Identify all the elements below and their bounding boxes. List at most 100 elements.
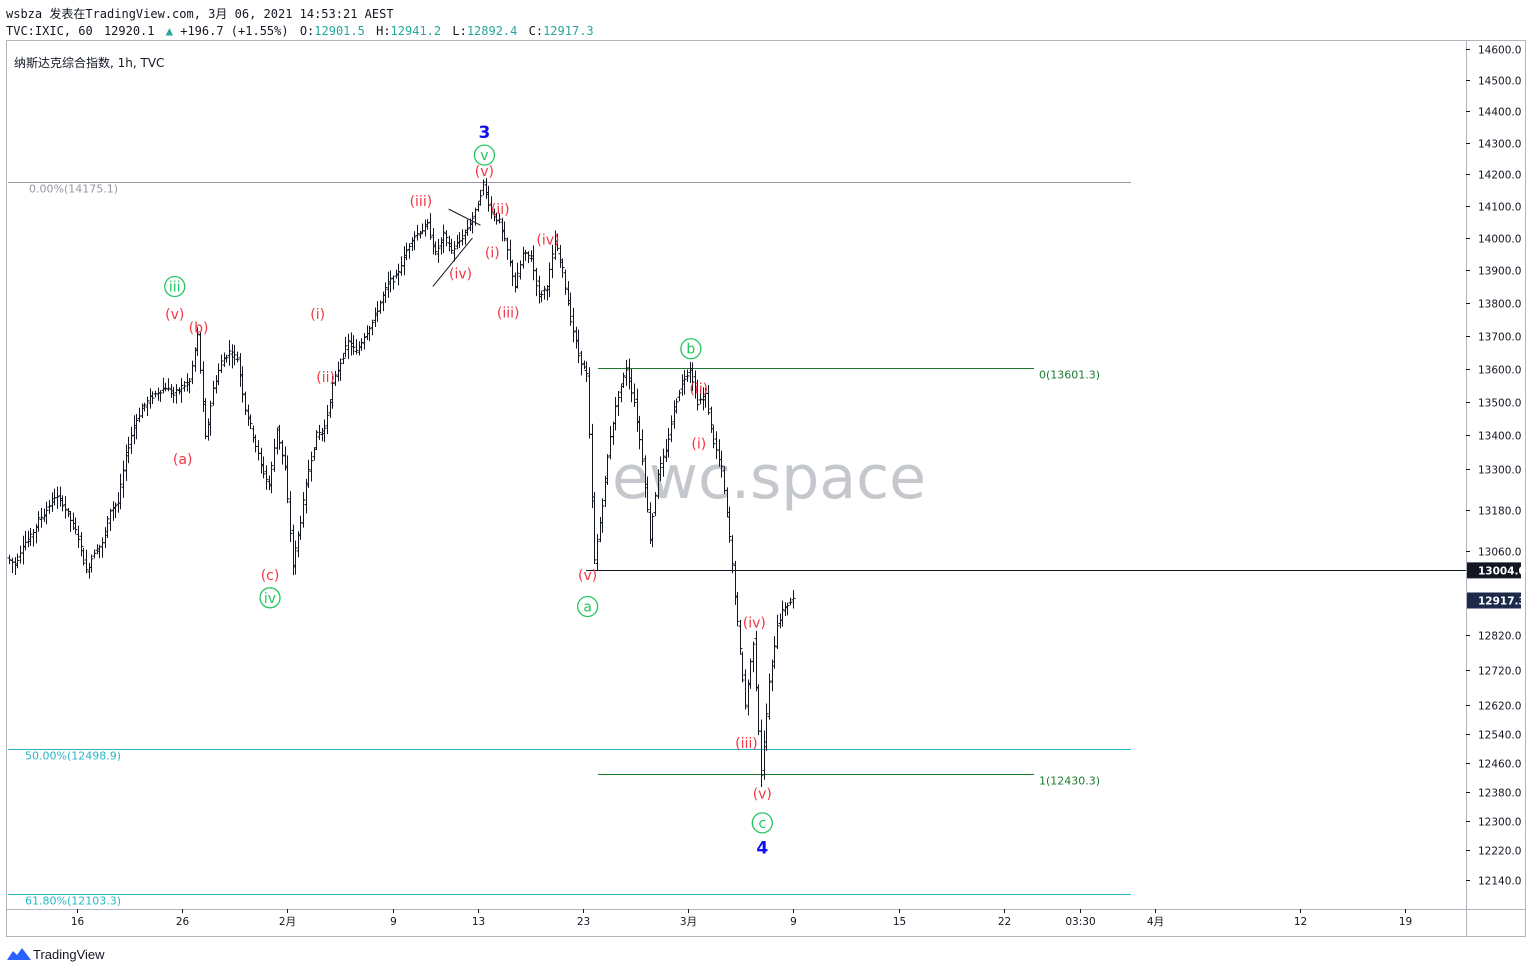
- ohlc-bar: [595, 534, 600, 571]
- ohlc-bar: [230, 344, 235, 369]
- price-tick-label: 13600.0: [1478, 365, 1521, 377]
- ohlc-bar: [463, 229, 468, 245]
- ohlc-bar: [291, 524, 296, 576]
- wave-label-12: (a): [173, 452, 193, 468]
- ohlc-bar: [674, 398, 679, 414]
- price-tick-label: 13500.0: [1478, 398, 1521, 410]
- ohlc-bar: [314, 430, 319, 450]
- header-high-value: 12941.2: [391, 24, 442, 38]
- ohlc-bar: [103, 527, 108, 549]
- price-tick-label: 14500.0: [1478, 76, 1521, 88]
- ohlc-bar: [574, 326, 579, 349]
- ohlc-bar: [391, 275, 396, 290]
- ohlc-bar: [756, 684, 761, 736]
- ohlc-bar: [219, 354, 224, 374]
- fib-label-3: 0(13601.3): [1039, 369, 1100, 382]
- tradingview-logo[interactable]: TradingView: [7, 947, 105, 962]
- ohlc-bar: [309, 451, 314, 482]
- ohlc-bar: [719, 450, 724, 478]
- ohlc-bar: [7, 554, 12, 565]
- ohlc-bar: [370, 319, 375, 336]
- ohlc-bar: [740, 651, 745, 683]
- ohlc-bar: [246, 404, 251, 426]
- wave-label-1: v: [480, 148, 488, 164]
- wave-circle-1: [473, 144, 496, 166]
- ohlc-bar: [193, 347, 198, 372]
- ohlc-bar: [682, 369, 687, 395]
- ohlc-bar: [388, 270, 393, 293]
- ohlc-bar: [351, 335, 356, 355]
- price-axis[interactable]: 12140.0 12220.0 12300.0 12380.0 12460.0 12540…: [1466, 45, 1526, 888]
- ohlc-bar: [545, 285, 550, 301]
- ohlc-bar: [357, 341, 362, 356]
- ohlc-bar: [166, 378, 171, 392]
- ohlc-bar: [759, 719, 764, 788]
- header-publish-line: wsbza 发表在TradingView.com, 3月 06, 2021 14…: [6, 6, 394, 21]
- ohlc-bar: [243, 391, 248, 416]
- wave-label-25: c: [758, 816, 766, 832]
- price-badge-1: [1467, 592, 1521, 609]
- ohlc-bar: [783, 602, 788, 616]
- ohlc-bar: [677, 389, 682, 402]
- ohlc-bar: [354, 339, 359, 355]
- ohlc-bar: [161, 377, 166, 394]
- header-up-arrow: ▲: [166, 24, 174, 38]
- ohlc-bar: [259, 447, 264, 474]
- time-tick-label: 9: [390, 916, 397, 928]
- ohlc-bar: [410, 237, 415, 251]
- ohlc-bar: [158, 390, 163, 402]
- ohlc-bar: [256, 440, 261, 461]
- price-tick-label: 12380.0: [1478, 788, 1521, 800]
- wave-label-14: (ii): [316, 370, 335, 386]
- time-tick-label: 12: [1294, 916, 1307, 928]
- ohlc-bar: [208, 400, 213, 436]
- ohlc-bar: [298, 515, 303, 541]
- ohlc-bar: [690, 362, 695, 392]
- ohlc-bar: [224, 354, 229, 363]
- ohlc-bar: [629, 369, 634, 403]
- ohlc-bar: [399, 256, 404, 276]
- ohlc-bar: [134, 414, 139, 440]
- ohlc-bar: [89, 554, 94, 573]
- ohlc-bar: [653, 492, 658, 517]
- ohlc-bar: [515, 262, 520, 289]
- ohlc-bar: [650, 513, 655, 548]
- ohlc-bar: [304, 478, 309, 514]
- ohlc-bar: [571, 307, 576, 343]
- triangle-lower-trendline[interactable]: [432, 237, 473, 287]
- ohlc-bar: [39, 507, 44, 528]
- ohlc-bar: [145, 396, 150, 416]
- ohlc-bar: [449, 238, 454, 254]
- ohlc-bar: [605, 454, 610, 486]
- price-tick-label: 13060.0: [1478, 547, 1521, 559]
- ohlc-bar: [619, 384, 624, 403]
- ohlc-bar: [695, 379, 700, 411]
- ohlc-bar: [484, 178, 489, 199]
- wave-label-21: a: [583, 600, 592, 616]
- drawings-layer[interactable]: 0.00%(14175.1) 50.00%(12498.9) 61.80%(1210…: [8, 182, 1466, 908]
- wave-label-6: (iv): [449, 267, 472, 283]
- ohlc-bar: [767, 673, 772, 720]
- ohlc-bar: [735, 592, 740, 627]
- ohlc-bar: [124, 444, 129, 481]
- wave-label-7: (iv): [536, 233, 559, 249]
- ohlc-bar: [632, 383, 637, 408]
- time-tick-label: 23: [577, 916, 590, 928]
- ohlc-bar: [129, 426, 134, 454]
- ohlc-bar: [751, 641, 756, 673]
- ohlc-bar: [100, 537, 105, 558]
- ohlc-bar: [121, 460, 126, 498]
- price-tick-label: 14200.0: [1478, 170, 1521, 182]
- time-axis[interactable]: 16 26 2月 9 13 23 3月 9 15 22 03:30 4月 12 19: [71, 909, 1412, 928]
- ohlc-bar: [113, 502, 118, 519]
- ohlc-bar: [457, 232, 462, 249]
- ohlc-bar: [547, 262, 552, 298]
- wave-labels: 3v(v)(iii) (ii)(i)(iv)(iv)(iii)iii(v)(b)(…: [164, 123, 773, 859]
- ohlc-bar: [764, 703, 769, 751]
- ohlc-bar: [71, 512, 76, 531]
- ohlc-bar: [79, 531, 84, 557]
- price-tick-label: 13300.0: [1478, 465, 1521, 477]
- ohlc-bar: [386, 271, 391, 298]
- ohlc-bar: [513, 272, 518, 293]
